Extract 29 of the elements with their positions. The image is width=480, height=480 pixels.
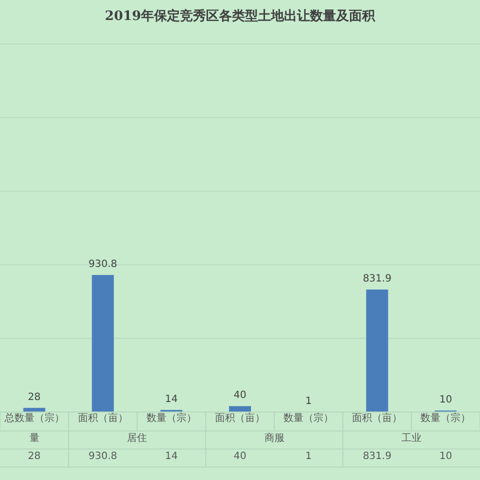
data-label: 40 (234, 390, 246, 402)
text: 930.8 (88, 451, 118, 462)
x-tick-label: 面积（亩） (352, 412, 402, 424)
data-label: 28 (28, 392, 41, 403)
x-tick-label: 数量（宗） (146, 412, 196, 424)
bar (229, 406, 251, 412)
text: 28 (28, 451, 41, 462)
text: 831.9 (362, 451, 392, 462)
data-label: 14 (165, 394, 178, 405)
chart-title: 2019年保定竞秀区各类型土地出让数量及面积 (104, 8, 376, 24)
text: 工业 (401, 432, 422, 444)
text: 40 (234, 451, 246, 462)
x-tick-label: 数量（宗） (420, 412, 471, 424)
bar (366, 290, 388, 412)
data-label: 10 (439, 394, 452, 406)
text: 商服 (264, 432, 284, 444)
text: 14 (165, 451, 178, 462)
x-tick-label: 面积（亩） (215, 412, 265, 424)
x-tick-label: 面积（亩） (78, 412, 128, 424)
data-label: 1 (305, 396, 312, 407)
data-label: 831.9 (362, 274, 392, 285)
bar (92, 274, 114, 412)
x-tick-label: 数量（宗） (284, 412, 334, 424)
data-label: 930.8 (88, 258, 118, 270)
x-tick-label: 总数量（宗） (3, 412, 64, 424)
text: 1 (305, 451, 312, 462)
text: 量 (29, 433, 40, 444)
text: 10 (439, 451, 452, 462)
text: 居住 (127, 433, 148, 444)
